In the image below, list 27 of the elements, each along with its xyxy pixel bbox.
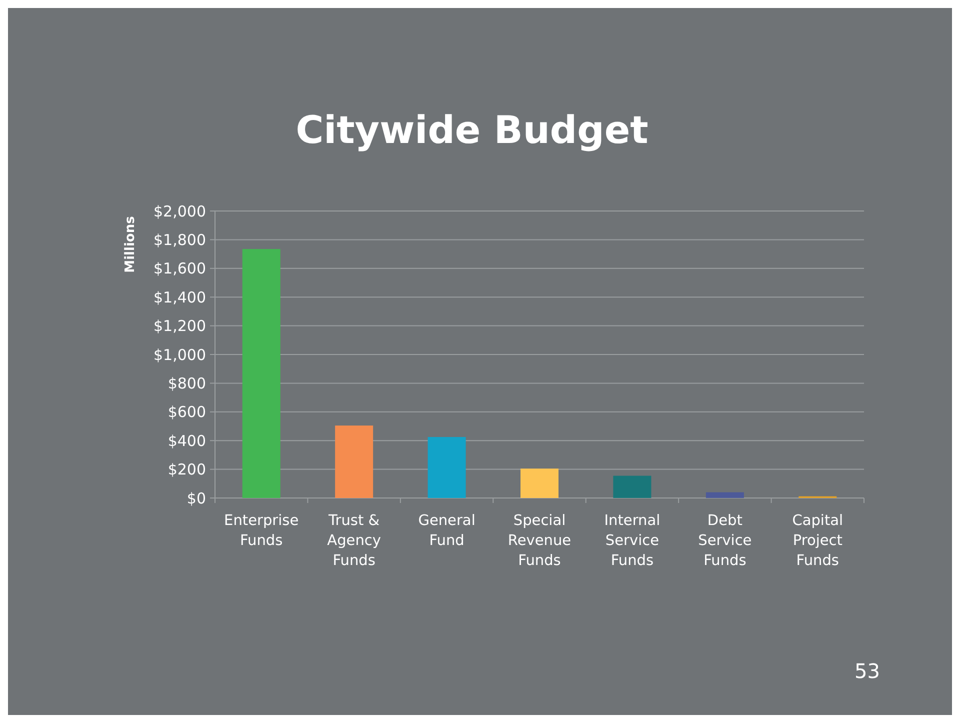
bar <box>706 492 744 498</box>
y-tick-label: $1,200 <box>154 317 206 336</box>
y-axis-title: Millions <box>123 216 138 273</box>
bar <box>242 249 280 498</box>
x-tick-label: Trust & Agency Funds <box>327 513 382 569</box>
y-tick-label: $2,000 <box>154 202 206 220</box>
x-tick-label: Special Revenue Funds <box>508 513 572 569</box>
y-tick-label: $200 <box>168 460 206 479</box>
x-tick-label: General Fund <box>418 513 476 549</box>
y-tick-label: $1,600 <box>154 260 206 278</box>
bar <box>428 437 466 498</box>
y-tick-label: $1,400 <box>154 288 206 306</box>
bar <box>520 468 559 498</box>
y-tick-label: $1,000 <box>154 346 206 364</box>
x-tick-label: Enterprise Funds <box>224 513 299 549</box>
y-tick-label: $600 <box>168 403 206 422</box>
chart-title: Citywide Budget <box>296 108 648 152</box>
x-tick-label: Debt Service Funds <box>698 513 752 569</box>
x-tick-label: Internal Service Funds <box>604 513 660 569</box>
text: 53 <box>854 659 880 683</box>
x-tick-label: Capital Project Funds <box>792 513 844 569</box>
bar <box>613 476 652 498</box>
y-tick-label: $0 <box>186 489 206 508</box>
bar <box>335 426 374 498</box>
y-tick-label: $1,800 <box>154 230 206 249</box>
y-tick-label: $400 <box>168 432 206 450</box>
y-tick-label: $800 <box>168 374 206 392</box>
